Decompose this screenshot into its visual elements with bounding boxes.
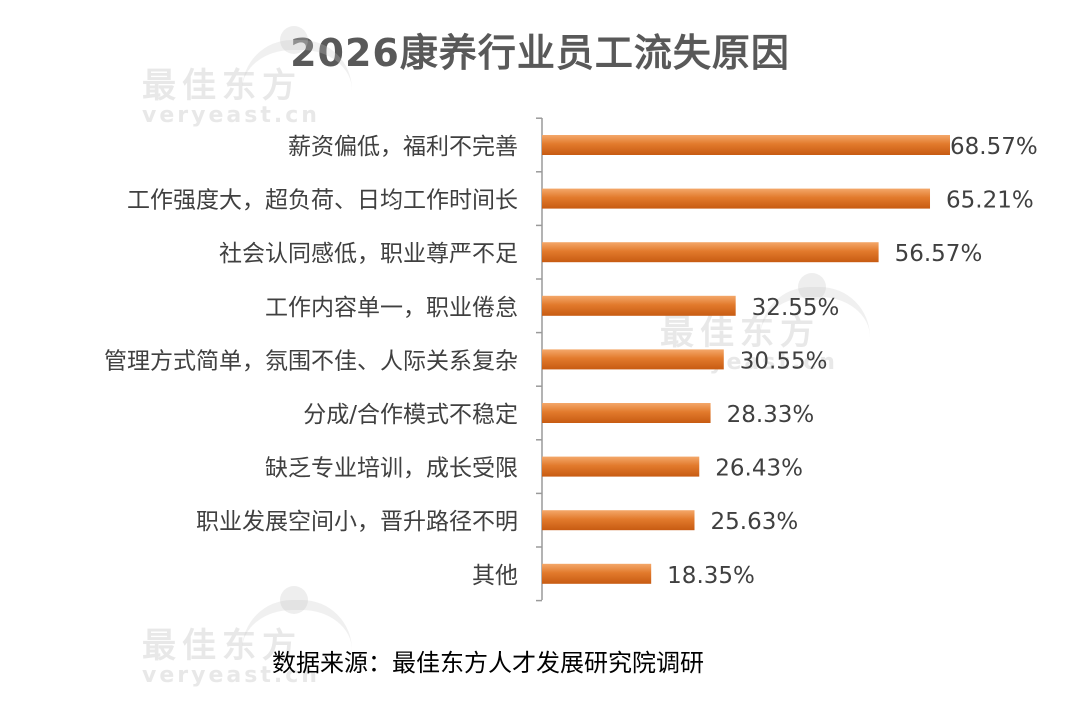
category-label: 管理方式简单，氛围不佳、人际关系复杂 bbox=[104, 348, 518, 374]
category-label: 缺乏专业培训，成长受限 bbox=[265, 456, 518, 482]
data-label: 28.33% bbox=[727, 402, 815, 428]
category-label: 社会认同感低，职业尊严不足 bbox=[219, 241, 518, 267]
category-label: 工作强度大，超负荷、日均工作时间长 bbox=[127, 188, 518, 214]
data-label: 56.57% bbox=[895, 241, 983, 267]
category-label: 工作内容单一，职业倦怠 bbox=[265, 295, 518, 321]
chart-title: 2026康养行业员工流失原因 bbox=[290, 31, 790, 75]
bar bbox=[542, 135, 950, 155]
data-label: 30.55% bbox=[740, 348, 828, 374]
source-note: 数据来源：最佳东方人才发展研究院调研 bbox=[272, 649, 704, 677]
bar bbox=[542, 242, 879, 263]
bar bbox=[542, 295, 736, 316]
data-label: 26.43% bbox=[715, 456, 803, 482]
data-label: 32.55% bbox=[752, 295, 840, 321]
data-label: 25.63% bbox=[711, 509, 799, 535]
category-label: 薪资偏低，福利不完善 bbox=[288, 134, 518, 160]
bar bbox=[542, 188, 931, 209]
data-label: 18.35% bbox=[667, 563, 755, 589]
data-label: 65.21% bbox=[946, 188, 1034, 214]
category-label: 分成/合作模式不稳定 bbox=[303, 402, 518, 428]
bar bbox=[542, 563, 652, 584]
bar bbox=[542, 349, 724, 370]
bar bbox=[542, 456, 700, 477]
bar bbox=[542, 403, 711, 423]
bar bbox=[542, 510, 695, 531]
category-label: 职业发展空间小，晋升路径不明 bbox=[196, 509, 518, 535]
data-label: 68.57% bbox=[950, 134, 1038, 160]
category-label: 其他 bbox=[472, 563, 518, 589]
